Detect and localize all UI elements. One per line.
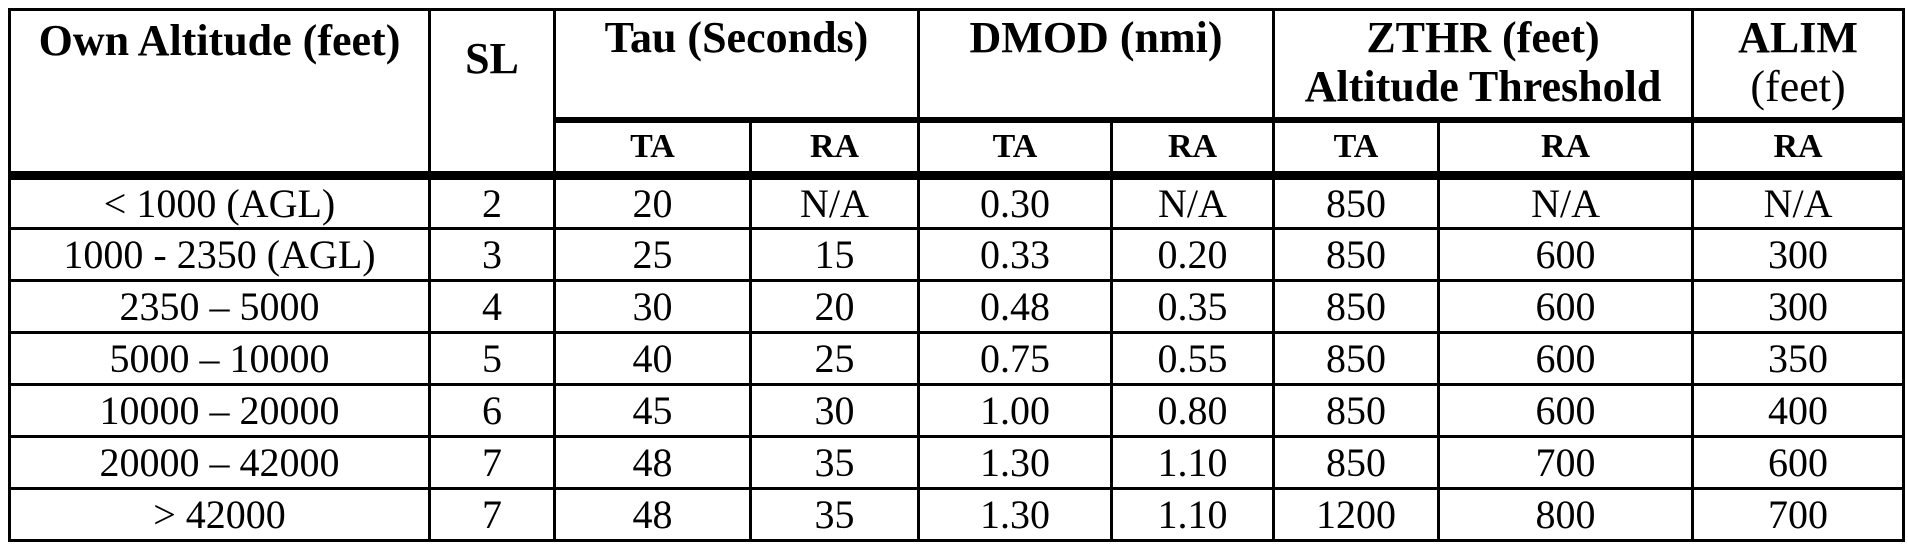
table-cell: 35 — [749, 435, 920, 490]
table-cell: 350 — [1691, 331, 1906, 386]
subheader-dmod-ta: TA — [917, 118, 1113, 180]
table-cell: N/A — [749, 174, 920, 230]
cell-own-altitude: 20000 – 42000 — [8, 435, 431, 490]
header-group-zthr-label: ZTHR (feet) — [1366, 13, 1600, 62]
table-cell: 1.30 — [917, 487, 1113, 542]
table-row: 20000 – 42000 7 48 35 1.30 1.10 850 700 600 — [8, 435, 1906, 490]
cell-own-altitude: < 1000 (AGL) — [8, 174, 431, 230]
table-cell: 300 — [1691, 227, 1906, 282]
table-row: 2350 – 5000 4 30 20 0.48 0.35 850 600 300 — [8, 279, 1906, 334]
table-cell: N/A — [1110, 174, 1275, 230]
table-cell: 850 — [1272, 435, 1440, 490]
table-cell: 600 — [1691, 435, 1906, 490]
header-group-alim-label2: (feet) — [1750, 62, 1846, 112]
header-group-alim: ALIM (feet) — [1691, 8, 1906, 123]
table-cell: 600 — [1436, 331, 1695, 386]
table-cell: 30 — [749, 383, 920, 438]
cell-own-altitude: 2350 – 5000 — [8, 279, 431, 334]
table-cell: 850 — [1272, 227, 1440, 282]
table-cell: 0.80 — [1110, 383, 1275, 438]
table-cell: N/A — [1691, 174, 1906, 230]
table-cell: 30 — [553, 279, 752, 334]
table-cell: 0.20 — [1110, 227, 1275, 282]
table-cell: 48 — [553, 487, 752, 542]
tcas-sensitivity-level-table: Own Altitude (feet) SL Tau (Seconds) DMO… — [8, 8, 1906, 542]
cell-own-altitude: > 42000 — [8, 487, 431, 542]
header-group-alim-label: ALIM — [1738, 13, 1858, 62]
table-cell: 600 — [1436, 383, 1695, 438]
table-cell: 7 — [428, 435, 556, 490]
table-cell: 0.75 — [917, 331, 1113, 386]
table-cell: 400 — [1691, 383, 1906, 438]
header-group-zthr: ZTHR (feet) Altitude Threshold — [1271, 8, 1695, 123]
table-row: > 42000 7 48 35 1.30 1.10 1200 800 700 — [8, 487, 1906, 542]
subheader-alim-ra: RA — [1691, 118, 1906, 180]
table-cell: 0.35 — [1110, 279, 1275, 334]
table-row: 10000 – 20000 6 45 30 1.00 0.80 850 600 400 — [8, 383, 1906, 438]
table-cell: 6 — [428, 383, 556, 438]
table-cell: 35 — [749, 487, 920, 542]
table-cell: 1.10 — [1110, 435, 1275, 490]
table-cell: 600 — [1436, 227, 1695, 282]
table-row: 1000 - 2350 (AGL) 3 25 15 0.33 0.20 850 600 300 — [8, 227, 1906, 282]
table-cell: 0.33 — [917, 227, 1113, 282]
header-sub-row: TA RA TA RA TA RA RA — [10, 118, 1906, 180]
header-group-tau-label: Tau (Seconds) — [604, 13, 869, 62]
header-group-tau: Tau (Seconds) — [553, 8, 920, 123]
subheader-dmod-ra: RA — [1110, 118, 1275, 180]
table-cell: 800 — [1436, 487, 1695, 542]
table-cell: 700 — [1436, 435, 1695, 490]
table-cell: 20 — [553, 174, 752, 230]
table-cell: 2 — [428, 174, 556, 230]
table-cell: 25 — [553, 227, 752, 282]
table-cell: 0.30 — [917, 174, 1113, 230]
table-cell: 1.00 — [917, 383, 1113, 438]
table-cell: 3 — [428, 227, 556, 282]
header-group-row: Own Altitude (feet) SL Tau (Seconds) DMO… — [8, 8, 1906, 180]
table-cell: 4 — [428, 279, 556, 334]
table-body: < 1000 (AGL) 2 20 N/A 0.30 N/A 850 N/A N/A 1000 -… — [8, 174, 1906, 542]
table-cell: 48 — [553, 435, 752, 490]
subheader-zthr-ra: RA — [1436, 118, 1695, 180]
cell-own-altitude: 10000 – 20000 — [8, 383, 431, 438]
subheader-tau-ra: RA — [749, 118, 920, 180]
table-cell: 20 — [749, 279, 920, 334]
header-group-dmod: DMOD (nmi) — [917, 8, 1275, 123]
table-cell: 850 — [1272, 331, 1440, 386]
header-own-altitude: Own Altitude (feet) — [8, 8, 431, 180]
table-cell: 1.10 — [1110, 487, 1275, 542]
table-cell: 7 — [428, 487, 556, 542]
table-cell: 45 — [553, 383, 752, 438]
table-cell: 300 — [1691, 279, 1906, 334]
table-cell: N/A — [1436, 174, 1695, 230]
table-cell: 15 — [749, 227, 920, 282]
table-cell: 600 — [1436, 279, 1695, 334]
cell-own-altitude: 5000 – 10000 — [8, 331, 431, 386]
table-cell: 0.48 — [917, 279, 1113, 334]
table-cell: 1.30 — [917, 435, 1113, 490]
table-cell: 850 — [1272, 174, 1440, 230]
table-cell: 25 — [749, 331, 920, 386]
header-sl: SL — [428, 8, 556, 180]
table-cell: 1200 — [1272, 487, 1440, 542]
table-cell: 5 — [428, 331, 556, 386]
table-cell: 40 — [553, 331, 752, 386]
table-row: < 1000 (AGL) 2 20 N/A 0.30 N/A 850 N/A N/A — [8, 174, 1906, 230]
table-header: Own Altitude (feet) SL Tau (Seconds) DMO… — [8, 8, 1906, 180]
cell-own-altitude: 1000 - 2350 (AGL) — [8, 227, 431, 282]
table-cell: 0.55 — [1110, 331, 1275, 386]
header-group-zthr-label2: Altitude Threshold — [1304, 62, 1662, 112]
subheader-zthr-ta: TA — [1272, 118, 1440, 180]
table-cell: 850 — [1272, 279, 1440, 334]
header-group-dmod-label: DMOD (nmi) — [969, 13, 1223, 62]
table-cell: 850 — [1272, 383, 1440, 438]
subheader-tau-ta: TA — [553, 118, 752, 180]
table-cell: 700 — [1691, 487, 1906, 542]
table-row: 5000 – 10000 5 40 25 0.75 0.55 850 600 350 — [8, 331, 1906, 386]
